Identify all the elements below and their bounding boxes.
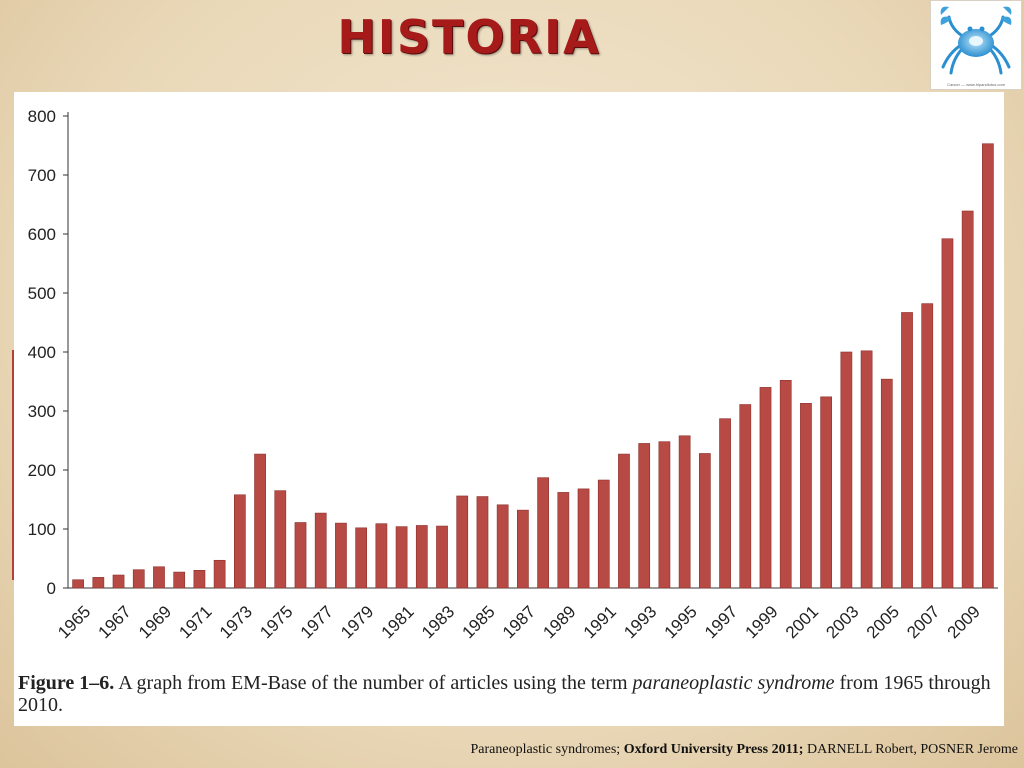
bar <box>880 378 893 589</box>
x-tick-label: 1971 <box>175 602 215 642</box>
x-tick-label: 1983 <box>418 602 458 642</box>
bar <box>618 453 630 589</box>
caption-text-before: A graph from EM-Base of the number of ar… <box>114 672 633 694</box>
bar <box>800 403 812 589</box>
x-tick-label: 1979 <box>337 602 377 642</box>
x-tick-label: 1973 <box>216 602 256 642</box>
bar <box>597 479 610 589</box>
y-tick-label: 100 <box>28 520 56 539</box>
y-tick-label: 0 <box>47 579 56 598</box>
x-tick-label: 1969 <box>135 602 175 642</box>
bar <box>294 522 307 589</box>
bar <box>254 453 266 589</box>
y-tick-label: 300 <box>28 402 56 421</box>
bar <box>779 380 792 589</box>
bar <box>759 387 772 589</box>
x-tick-label: 1991 <box>580 602 620 642</box>
slide-title: HISTORIA <box>337 10 601 64</box>
logo: Cancer — www.hipandlotus.com <box>930 0 1022 90</box>
bar <box>820 396 833 589</box>
bar <box>982 143 994 589</box>
x-tick-label: 1977 <box>297 602 337 642</box>
x-tick-label: 1997 <box>701 602 741 642</box>
bar <box>213 559 226 589</box>
bar <box>901 312 913 589</box>
bar <box>476 496 489 589</box>
bar <box>678 435 691 589</box>
bar <box>132 569 145 589</box>
bar <box>335 522 347 589</box>
bar <box>719 418 731 589</box>
bar <box>395 526 408 589</box>
bar <box>355 527 368 589</box>
bar <box>537 477 549 589</box>
caption-text-after: from 1965 through 2010. <box>18 672 991 716</box>
x-tick-label: 2009 <box>944 602 984 642</box>
source-publisher: Oxford University Press 2011; <box>623 742 804 757</box>
y-tick-label: 800 <box>28 107 56 126</box>
y-tick-label: 400 <box>28 343 56 362</box>
logo-caption: Cancer — www.hipandlotus.com <box>947 82 1005 87</box>
y-tick-label: 500 <box>28 284 56 303</box>
figure-label: Figure 1–6. <box>18 672 115 694</box>
y-tick-label: 600 <box>28 225 56 244</box>
source-citation: Paraneoplastic syndromes; Oxford Univers… <box>471 742 1019 758</box>
bar <box>961 210 974 589</box>
figure-caption: Figure 1–6. A graph from EM-Base of the … <box>18 672 1004 716</box>
source-authors: DARNELL Robert, POSNER Jerome <box>803 742 1018 757</box>
bar <box>92 577 105 589</box>
bar <box>698 453 711 589</box>
bar <box>456 495 469 589</box>
bar <box>557 492 570 589</box>
bar <box>314 512 327 589</box>
bar <box>375 523 388 589</box>
caption-term: paraneoplastic syndrome <box>632 672 835 694</box>
y-tick-label: 700 <box>28 166 56 185</box>
x-tick-label: 2003 <box>822 602 862 642</box>
bar <box>72 579 84 589</box>
bar <box>941 238 954 589</box>
x-tick-label: 1981 <box>378 602 418 642</box>
y-tick-label: 200 <box>28 461 56 480</box>
x-tick-label: 2001 <box>782 602 822 642</box>
bar <box>274 490 287 589</box>
bar <box>658 441 671 589</box>
x-tick-label: 1993 <box>620 602 660 642</box>
bar <box>173 571 186 589</box>
bar <box>193 569 206 589</box>
bar <box>153 566 165 589</box>
x-tick-label: 1965 <box>54 602 94 642</box>
bar <box>638 443 651 589</box>
bar <box>840 351 853 589</box>
bar <box>739 404 752 589</box>
x-tick-label: 1999 <box>742 602 782 642</box>
x-tick-label: 1985 <box>458 602 498 642</box>
bar <box>577 488 590 589</box>
bar <box>860 350 873 589</box>
x-tick-label: 1967 <box>95 602 135 642</box>
x-tick-label: 1989 <box>539 602 579 642</box>
bar <box>496 504 509 589</box>
x-tick-label: 2007 <box>903 602 943 642</box>
crab-icon <box>940 6 1012 75</box>
bar <box>921 303 934 589</box>
bar <box>415 525 428 589</box>
x-tick-label: 1987 <box>499 602 539 642</box>
x-tick-label: 1975 <box>256 602 296 642</box>
chart-panel: 0 100 200 300 400 500 600 700 800 1965 1967 1969 197… <box>14 92 1004 726</box>
x-tick-label: 1995 <box>661 602 701 642</box>
bar <box>233 494 246 589</box>
bar <box>517 509 529 589</box>
source-prefix: Paraneoplastic syndromes; <box>470 742 624 757</box>
x-tick-label: 2005 <box>863 602 903 642</box>
bar <box>112 574 125 589</box>
bar <box>436 525 448 589</box>
